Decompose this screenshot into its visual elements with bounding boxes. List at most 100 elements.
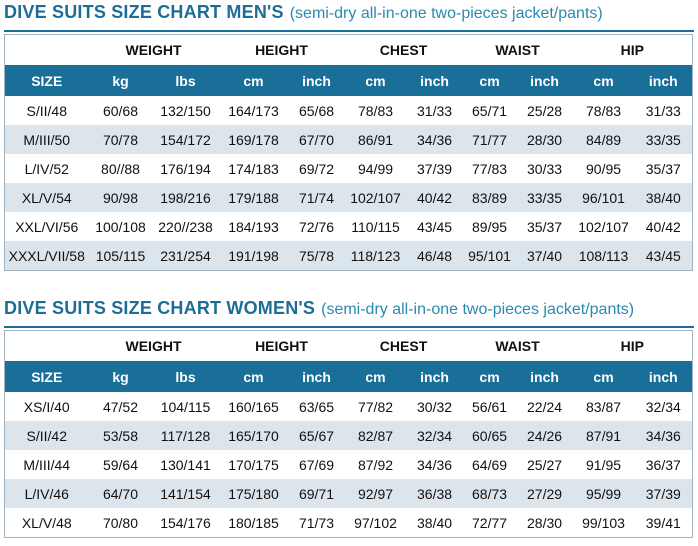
cell: 32/34 [406,421,463,450]
cell: 108/113 [572,241,635,271]
cell: M/III/44 [23,456,71,473]
cell: 83/89 [462,183,517,212]
column-header: kg [88,65,153,96]
cell: 31/33 [645,102,681,119]
section-subtitle: (semi-dry all-in-one two-pieces jacket/p… [289,5,603,22]
cell: 70/80 [102,514,139,531]
cell: 40/42 [406,183,463,212]
cell: 176/194 [160,160,211,177]
column-header: SIZE [4,65,89,96]
group-header: HIP [620,42,644,58]
cell: 220//238 [158,218,213,235]
cell: 95/99 [572,479,635,508]
data-row: XS/I/40 47/52 104/115 160/165 63/65 77/82 30/3… [5,392,693,421]
cell: 170/175 [228,456,279,473]
cell: 64/69 [472,456,508,473]
group-header: CHEST [379,42,428,58]
cell: 31/33 [417,102,453,119]
cell: 198/216 [152,183,219,212]
cell: 25/28 [527,102,563,119]
column-header: inch [634,65,693,96]
cell: 77/83 [472,160,508,177]
column-header: cm [462,361,517,392]
empty-cell [5,35,89,66]
column-header-row: SIZE kg lbs cm inch cm inch cm inch cm inch [4,361,693,392]
cell: 96/101 [572,183,635,212]
column-header: cm [462,65,517,96]
cell: 175/180 [218,479,289,508]
cell: 191/198 [218,241,289,271]
cell: 84/89 [572,125,635,154]
cell: 33/35 [634,125,693,154]
cell: 91/95 [586,456,622,473]
cell: 69/71 [288,479,345,508]
cell: 82/87 [344,421,407,450]
cell: 37/39 [634,479,693,508]
group-header: WEIGHT [125,338,182,354]
cell: 63/65 [298,398,335,415]
column-header: cm [344,361,407,392]
group-header: HIP [620,338,644,354]
cell: 56/61 [472,398,508,415]
section-title: DIVE SUITS SIZE CHART MEN'S [4,2,284,22]
cell: 104/115 [160,398,211,415]
data-row: S/II/42 53/58 117/128 165/170 65/67 82/87 32/3… [4,421,693,450]
cell: 28/30 [516,125,573,154]
column-header-row: SIZE kg lbs cm inch cm inch cm inch cm inch [4,65,693,96]
cell: 60/68 [102,102,139,119]
column-header: cm [572,361,635,392]
cell: 118/123 [344,241,407,271]
cell: 141/154 [152,479,219,508]
cell: 160/165 [228,398,279,415]
cell: 164/173 [228,102,279,119]
group-header: WAIST [495,338,540,354]
data-row: L/IV/52 80//88 176/194 174/183 69/72 94/99 37/… [5,154,693,183]
group-header-row: WEIGHT HEIGHT CHEST WAIST HIP [5,331,693,362]
cell: 179/188 [218,183,289,212]
cell: 32/34 [645,398,681,415]
column-header: lbs [152,361,219,392]
cell: 28/30 [527,514,563,531]
data-row: XXL/VI/56 100/108 220//238 184/193 72/76 110/… [5,212,693,241]
cell: 90/95 [586,160,622,177]
cell: 95/101 [462,241,517,271]
cell: 90/98 [88,183,153,212]
cell: XXL/VI/56 [15,218,79,235]
cell: 71/77 [462,125,517,154]
cell: 25/27 [527,456,563,473]
cell: 46/48 [406,241,463,271]
cell: 80//88 [101,160,140,177]
cell: 24/26 [516,421,573,450]
cell: 53/58 [88,421,153,450]
cell: 47/52 [102,398,139,415]
women-section: DIVE SUITS SIZE CHART WOMEN'S (semi-dry a… [4,298,694,538]
cell: 71/74 [288,183,345,212]
column-header: inch [288,361,345,392]
cell: 65/68 [298,102,335,119]
cell: 38/40 [634,183,693,212]
cell: 78/83 [586,102,622,119]
cell: XXXL/VII/58 [4,241,89,271]
cell: 231/254 [152,241,219,271]
cell: 99/103 [582,514,625,531]
section-header: DIVE SUITS SIZE CHART MEN'S (semi-dry all… [4,2,694,32]
cell: 89/95 [472,218,508,235]
cell: XS/I/40 [23,398,70,415]
empty-cell [5,331,89,362]
column-header: cm [572,65,635,96]
cell: 35/37 [645,160,681,177]
cell: 59/64 [102,456,139,473]
cell: S/II/42 [4,421,89,450]
cell: 184/193 [228,218,279,235]
cell: 37/39 [417,160,453,177]
section-title: DIVE SUITS SIZE CHART WOMEN'S [4,298,316,318]
cell: 165/170 [218,421,289,450]
cell: 87/91 [572,421,635,450]
column-header: inch [406,361,463,392]
cell: XL/V/48 [21,514,72,531]
column-header: cm [218,65,289,96]
column-header: inch [634,361,693,392]
data-row: XL/V/48 70/80 154/176 180/185 71/73 97/102 38/… [5,508,693,538]
cell: 92/97 [344,479,407,508]
cell: 43/45 [417,218,453,235]
